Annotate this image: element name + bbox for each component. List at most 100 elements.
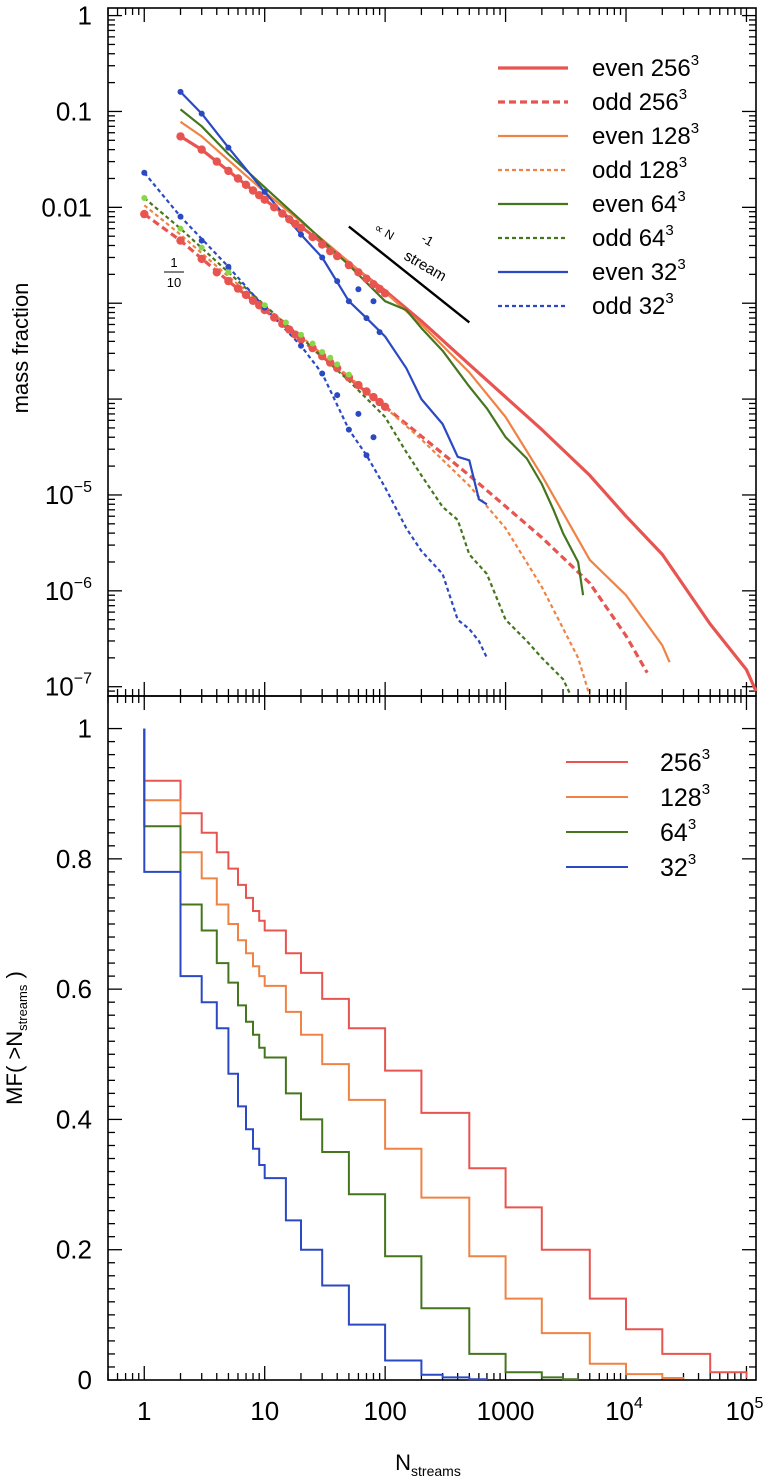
marker-even-256: [318, 240, 327, 249]
marker-odd-64-light-: [141, 195, 148, 201]
marker-even-32: [363, 315, 370, 322]
legend-label-even-256: even 2563: [592, 52, 699, 82]
bottom-y-axis-label: MF( >Nstreams ): [2, 971, 30, 1105]
marker-even-256: [224, 166, 233, 176]
marker-odd-32: [298, 342, 304, 349]
marker-odd-32: [345, 426, 352, 433]
ylabel-base: MF( >N: [2, 1031, 27, 1105]
bottom-ytick-label: 0: [78, 1365, 92, 1395]
bottom-xtick-label: 10: [250, 1396, 279, 1426]
bottom-plot-frame: [107, 695, 757, 1381]
slope-prefix: ∝ N: [372, 220, 397, 242]
marker-odd-32: [177, 213, 184, 220]
marker-odd-64-light-: [298, 331, 304, 338]
legend-label-odd-128: odd 1283: [592, 154, 687, 184]
marker-odd-256: [248, 296, 258, 305]
marker-odd-32: [225, 263, 232, 270]
marker-odd-256: [176, 236, 185, 245]
marker-odd-256: [326, 358, 335, 367]
slope-annotation: ∝ N stream -1: [372, 220, 449, 285]
series-line-odd-64: [143, 197, 573, 697]
marker-odd-256: [140, 209, 149, 219]
marker-odd-256: [197, 254, 206, 264]
series-line-1283: [143, 728, 685, 1380]
marker-odd-32: [198, 237, 205, 244]
marker-even-256: [248, 186, 258, 195]
legend-label-256: 2563: [660, 746, 710, 777]
marker-even-256: [362, 274, 371, 283]
marker-odd-32: [141, 169, 148, 176]
marker-odd-256: [255, 301, 264, 310]
slope-annotation-text: ∝ N: [372, 220, 397, 242]
marker-odd-256: [233, 284, 243, 293]
series-line-odd-32: [143, 172, 488, 659]
top-y-axis-label: mass fraction: [8, 283, 33, 414]
marker-odd-256: [270, 313, 279, 322]
legend-label-128: 1283: [660, 781, 710, 812]
marker-odd-256: [212, 268, 221, 277]
slope-sub: stream: [401, 247, 449, 285]
top-ytick-label: 0.01: [41, 192, 92, 222]
marker-even-256: [241, 180, 251, 189]
top-panel: 1 0.1 0.01 10−5 10−6 10−7 mass fraction ∝ N s…: [8, 1, 758, 702]
ylabel-sub: streams: [15, 984, 30, 1031]
series-line-2563: [143, 728, 748, 1378]
series-line-even-256: [179, 135, 758, 692]
fraction-numerator: 1: [170, 255, 177, 270]
marker-even-32: [376, 329, 383, 336]
bottom-xtick-label: 1000: [477, 1396, 535, 1426]
series-line-323: [143, 728, 488, 1381]
marker-odd-256: [362, 387, 371, 396]
marker-odd-32: [319, 370, 326, 377]
marker-odd-64-light-: [225, 269, 232, 276]
bottom-ytick-label: 0.8: [56, 844, 92, 874]
series-line-even-32: [179, 91, 488, 506]
top-ticks: [107, 8, 756, 697]
legend-label-64: 643: [660, 816, 696, 847]
marker-even-256: [233, 174, 243, 183]
bottom-series: [143, 728, 748, 1381]
series-line-643: [143, 728, 580, 1381]
bottom-ytick-label: 0.2: [56, 1235, 92, 1265]
legend-label-odd-32: odd 323: [592, 290, 674, 320]
xlabel-base: N: [395, 1450, 411, 1475]
marker-odd-256: [224, 276, 233, 286]
marker-even-32: [319, 254, 326, 261]
marker-even-256: [260, 195, 269, 204]
marker-odd-64-light-: [319, 349, 326, 355]
bottom-ytick-label: 0.4: [56, 1104, 92, 1134]
marker-odd-64-light-: [282, 319, 289, 326]
marker-odd-32: [370, 434, 377, 441]
marker-even-256: [369, 280, 378, 289]
legend-label-odd-64: odd 643: [592, 222, 674, 252]
bottom-xtick-label: 104: [605, 1395, 643, 1426]
marker-even-256: [380, 289, 390, 298]
marker-even-32: [345, 298, 352, 305]
marker-even-32: [355, 286, 362, 293]
bottom-panel: 00.20.40.60.81 1 10 100 1000 104 105 MF( >Nst…: [2, 695, 763, 1479]
top-ytick-label: 1: [78, 1, 92, 31]
marker-even-32: [225, 144, 232, 151]
marker-even-256: [308, 232, 317, 242]
bottom-x-axis-label: Nstreams: [395, 1450, 461, 1479]
marker-even-32: [198, 110, 205, 117]
marker-odd-64-light-: [334, 361, 341, 368]
marker-odd-32: [334, 392, 341, 399]
legend-label-even-128: even 1283: [592, 120, 699, 150]
marker-odd-64-light-: [309, 340, 316, 347]
marker-odd-32: [355, 410, 362, 417]
marker-even-256: [285, 215, 294, 224]
xlabel-sub: streams: [411, 1463, 461, 1479]
marker-even-32: [334, 278, 341, 285]
marker-even-32: [298, 231, 304, 238]
marker-even-256: [197, 145, 206, 154]
legend-label-even-32: even 323: [592, 256, 686, 286]
marker-odd-256: [375, 397, 384, 407]
marker-odd-256: [241, 290, 251, 300]
bottom-ytick-labels: 0 0.2 0.4 0.6 0.8 1: [56, 714, 92, 1395]
bottom-ytick-label: 0.6: [56, 974, 92, 1004]
top-ytick-label: 10−6: [45, 575, 92, 606]
series-line-odd-128: [143, 204, 591, 697]
top-markers: [140, 88, 390, 459]
top-legend: even 2563 odd 2563 even 1283 odd 1283 even 6…: [498, 52, 699, 320]
